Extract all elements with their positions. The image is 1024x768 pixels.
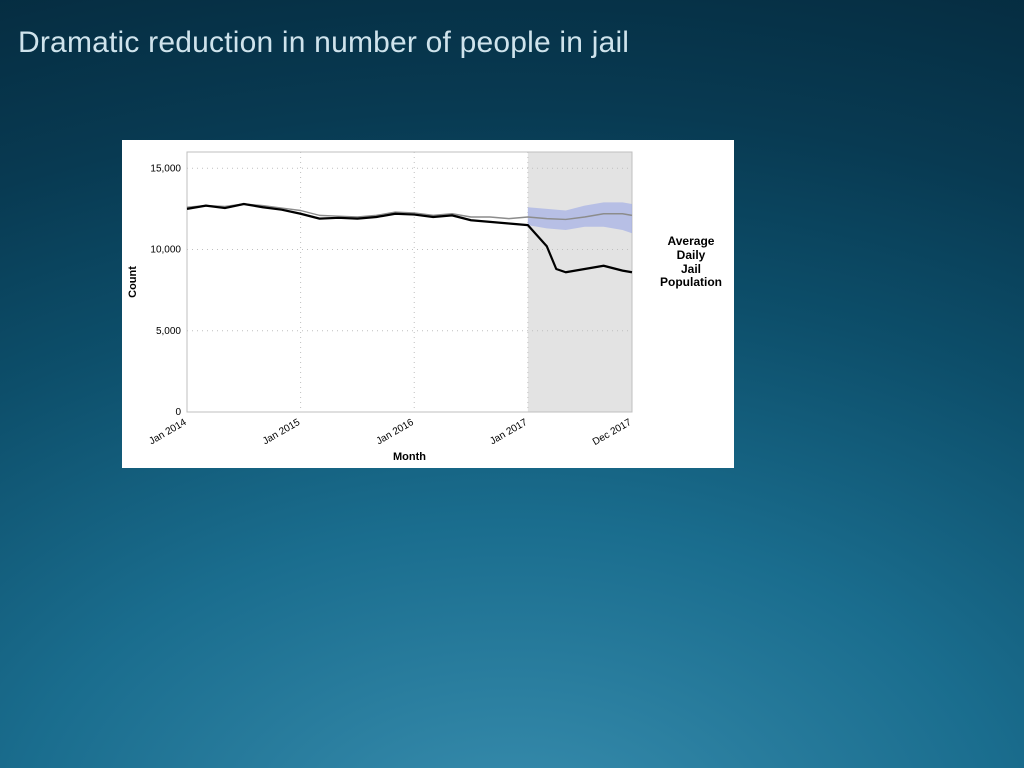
- svg-text:Jan 2017: Jan 2017: [488, 417, 530, 447]
- chart-card: 0 5,000 10,000 15,000 Jan 2014 Jan 2015 Jan 20…: [122, 140, 734, 468]
- svg-text:Jan 2015: Jan 2015: [261, 417, 303, 447]
- chart-side-label: Average Daily Jail Population: [652, 235, 730, 290]
- svg-text:Jan 2016: Jan 2016: [375, 417, 417, 447]
- svg-text:Count: Count: [127, 266, 139, 298]
- slide-title: Dramatic reduction in number of people i…: [18, 26, 629, 60]
- svg-text:Jan 2014: Jan 2014: [147, 417, 189, 447]
- jail-population-line-chart: 0 5,000 10,000 15,000 Jan 2014 Jan 2015 Jan 20…: [122, 140, 734, 468]
- slide: Dramatic reduction in number of people i…: [0, 0, 1024, 768]
- svg-text:5,000: 5,000: [156, 326, 181, 337]
- svg-text:15,000: 15,000: [150, 163, 181, 174]
- svg-text:0: 0: [175, 407, 181, 418]
- svg-text:Month: Month: [393, 451, 426, 463]
- svg-text:Dec 2017: Dec 2017: [591, 417, 634, 448]
- svg-text:10,000: 10,000: [150, 245, 181, 256]
